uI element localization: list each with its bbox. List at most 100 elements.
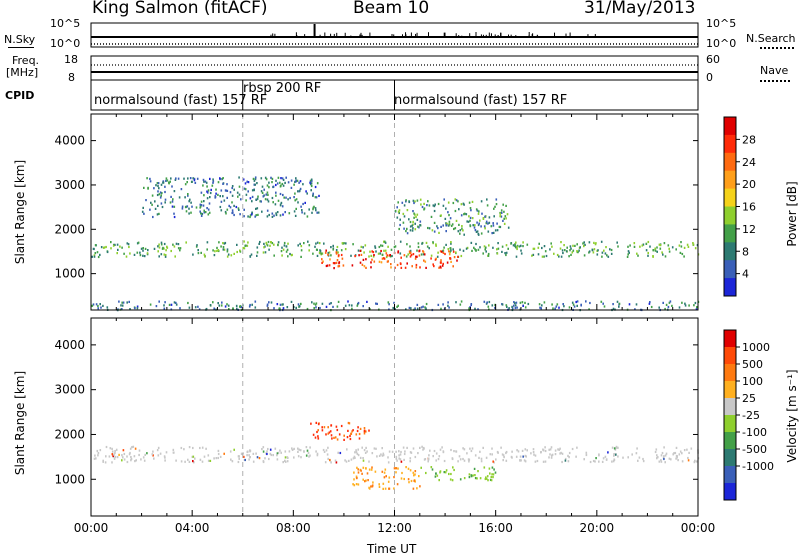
echo-cell (415, 266, 418, 269)
echo-cell (406, 227, 408, 230)
echo-cell (338, 261, 341, 264)
echo-cell (172, 198, 174, 201)
echo-cell (270, 301, 273, 304)
echo-cell (94, 454, 96, 457)
echo-cell (588, 250, 591, 253)
echo-cell (174, 178, 177, 181)
echo-cell (179, 249, 181, 252)
echo-cell (306, 215, 309, 218)
echo-cell (379, 252, 382, 255)
echo-cell (121, 301, 123, 304)
echo-cell (260, 177, 263, 180)
colorbar-tick-label: -100 (742, 426, 767, 439)
echo-cell (179, 307, 181, 310)
echo-cell (667, 244, 670, 247)
echo-cell (212, 180, 215, 183)
echo-cell (255, 198, 257, 201)
echo-cell (452, 248, 454, 251)
echo-cell (416, 307, 419, 310)
echo-cell (398, 227, 400, 231)
echo-cell (617, 245, 619, 248)
echo-cell (189, 198, 191, 201)
echo-cell (293, 456, 295, 459)
echo-cell (417, 245, 420, 249)
echo-cell (220, 304, 223, 307)
echo-cell (325, 264, 328, 268)
echo-cell (490, 225, 493, 228)
echo-cell (628, 251, 630, 254)
echo-cell (254, 176, 257, 179)
echo-cell (559, 452, 561, 455)
echo-cell (164, 254, 167, 257)
echo-cell (576, 243, 578, 246)
echo-cell (306, 449, 309, 452)
echo-cell (395, 450, 397, 453)
echo-cell (224, 210, 227, 214)
echo-cell (271, 215, 274, 218)
echo-cell (321, 302, 324, 305)
echo-cell (192, 455, 195, 458)
echo-cell (206, 185, 208, 188)
echo-cell (187, 301, 189, 305)
echo-cell (199, 446, 201, 450)
echo-cell (284, 450, 287, 453)
echo-cell (365, 266, 367, 269)
x-tick-label: 20:00 (580, 521, 615, 535)
echo-cell (489, 478, 492, 481)
echo-cell (236, 191, 239, 194)
echo-cell (315, 242, 317, 245)
echo-cell (428, 227, 431, 230)
nsky-tick-top: 10^5 (50, 17, 81, 30)
echo-cell (276, 454, 278, 457)
echo-cell (390, 248, 393, 251)
echo-cell (348, 304, 351, 307)
echo-cell (511, 305, 513, 308)
echo-cell (476, 230, 479, 233)
echo-cell (419, 198, 422, 201)
echo-cell (325, 305, 328, 308)
echo-cell (519, 459, 521, 462)
echo-cell (160, 253, 163, 256)
echo-cell (564, 249, 566, 252)
echo-cell (297, 244, 299, 247)
echo-cell (114, 452, 116, 455)
echo-cell (478, 222, 480, 225)
echo-cell (433, 449, 436, 453)
echo-cell (169, 201, 172, 204)
echo-cell (259, 200, 261, 203)
echo-cell (474, 477, 477, 480)
echo-cell (482, 446, 484, 449)
echo-cell (423, 458, 426, 461)
echo-cell (554, 453, 557, 456)
echo-cell (423, 207, 426, 210)
echo-cell (143, 212, 145, 215)
echo-cell (262, 195, 265, 198)
colorbar-segment (724, 415, 736, 433)
echo-cell (600, 300, 603, 303)
echo-cell (475, 230, 478, 233)
echo-cell (323, 450, 326, 453)
echo-cell (678, 306, 681, 309)
echo-cell (672, 453, 674, 456)
echo-cell (113, 457, 116, 460)
echo-cell (420, 306, 423, 309)
echo-cell (656, 457, 658, 460)
echo-cell (543, 245, 546, 248)
echo-cell (118, 300, 120, 303)
echo-cell (229, 450, 232, 453)
echo-cell (246, 180, 248, 183)
echo-cell (360, 469, 362, 472)
echo-cell (378, 245, 381, 249)
echo-cell (575, 455, 577, 458)
echo-cell (272, 201, 274, 204)
echo-cell (146, 252, 149, 255)
echo-cell (610, 248, 613, 252)
echo-cell (552, 307, 554, 310)
echo-cell (163, 307, 166, 310)
echo-cell (95, 457, 97, 460)
echo-cell (314, 185, 317, 189)
echo-cell (413, 212, 415, 215)
colorbar-segment (724, 224, 736, 243)
echo-cell (557, 448, 559, 451)
echo-cell (381, 257, 384, 260)
